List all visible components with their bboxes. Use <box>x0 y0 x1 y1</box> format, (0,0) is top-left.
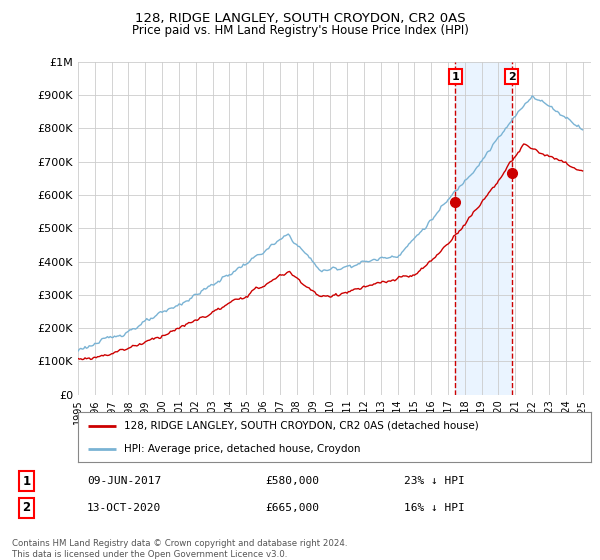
Text: 1: 1 <box>22 474 31 488</box>
Text: 2: 2 <box>508 72 515 82</box>
Text: £665,000: £665,000 <box>265 503 319 513</box>
Text: 16% ↓ HPI: 16% ↓ HPI <box>404 503 464 513</box>
Text: £580,000: £580,000 <box>265 476 319 486</box>
Text: 2: 2 <box>22 501 31 515</box>
Text: 23% ↓ HPI: 23% ↓ HPI <box>404 476 464 486</box>
Text: HPI: Average price, detached house, Croydon: HPI: Average price, detached house, Croy… <box>124 445 361 454</box>
Text: Contains HM Land Registry data © Crown copyright and database right 2024.
This d: Contains HM Land Registry data © Crown c… <box>12 539 347 559</box>
Text: 128, RIDGE LANGLEY, SOUTH CROYDON, CR2 0AS: 128, RIDGE LANGLEY, SOUTH CROYDON, CR2 0… <box>134 12 466 25</box>
Text: 128, RIDGE LANGLEY, SOUTH CROYDON, CR2 0AS (detached house): 128, RIDGE LANGLEY, SOUTH CROYDON, CR2 0… <box>124 421 479 431</box>
Bar <box>455 62 512 395</box>
Text: Price paid vs. HM Land Registry's House Price Index (HPI): Price paid vs. HM Land Registry's House … <box>131 24 469 37</box>
Text: 09-JUN-2017: 09-JUN-2017 <box>87 476 161 486</box>
Text: 13-OCT-2020: 13-OCT-2020 <box>87 503 161 513</box>
Text: 1: 1 <box>452 72 460 82</box>
